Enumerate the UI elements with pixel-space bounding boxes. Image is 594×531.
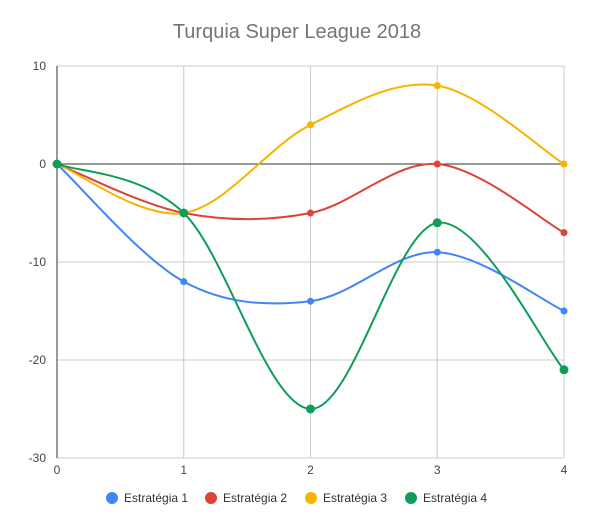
x-tick-label: 4 xyxy=(561,463,568,477)
legend-item: Estratégia 3 xyxy=(305,491,387,505)
x-tick-label: 2 xyxy=(307,463,314,477)
legend-label: Estratégia 3 xyxy=(323,491,387,505)
data-point xyxy=(179,208,189,218)
data-point xyxy=(433,160,441,168)
legend-marker xyxy=(106,492,118,504)
data-point xyxy=(560,229,568,237)
legend-item: Estratégia 1 xyxy=(106,491,188,505)
x-tick-label: 3 xyxy=(434,463,441,477)
data-point xyxy=(307,209,314,217)
y-tick-label: -30 xyxy=(29,451,47,465)
data-point xyxy=(180,278,188,286)
data-point xyxy=(52,159,62,169)
legend-item: Estratégia 2 xyxy=(205,491,287,505)
legend-label: Estratégia 2 xyxy=(223,491,287,505)
x-tick-label: 1 xyxy=(180,463,187,477)
data-point xyxy=(307,121,314,129)
data-point xyxy=(307,297,314,305)
data-point xyxy=(560,160,568,168)
data-point xyxy=(560,307,568,315)
y-tick-label: -20 xyxy=(29,353,47,367)
y-tick-label: 10 xyxy=(33,59,47,73)
series-group xyxy=(52,82,569,414)
data-point xyxy=(306,404,315,414)
legend-marker xyxy=(205,492,217,504)
tick-labels: 10 0 -10 -20 -30 0 1 2 3 4 xyxy=(29,59,568,477)
data-point xyxy=(433,82,441,90)
chart-title: Turquia Super League 2018 xyxy=(173,21,421,43)
legend-item: Estratégia 4 xyxy=(405,491,487,505)
data-point xyxy=(559,365,569,375)
legend-label: Estratégia 1 xyxy=(124,491,188,505)
grid xyxy=(57,65,565,459)
y-tick-label: -10 xyxy=(29,255,47,269)
y-tick-label: 0 xyxy=(39,157,46,171)
legend-marker xyxy=(305,492,317,504)
data-point xyxy=(432,218,442,228)
data-point xyxy=(433,248,441,256)
legend-marker xyxy=(405,492,417,504)
axes xyxy=(56,66,564,458)
legend-label: Estratégia 4 xyxy=(423,491,487,505)
legend: Estratégia 1 Estratégia 2 Estratégia 3 Estr… xyxy=(106,491,487,505)
x-tick-label: 0 xyxy=(54,463,61,477)
series-4 xyxy=(52,159,569,414)
